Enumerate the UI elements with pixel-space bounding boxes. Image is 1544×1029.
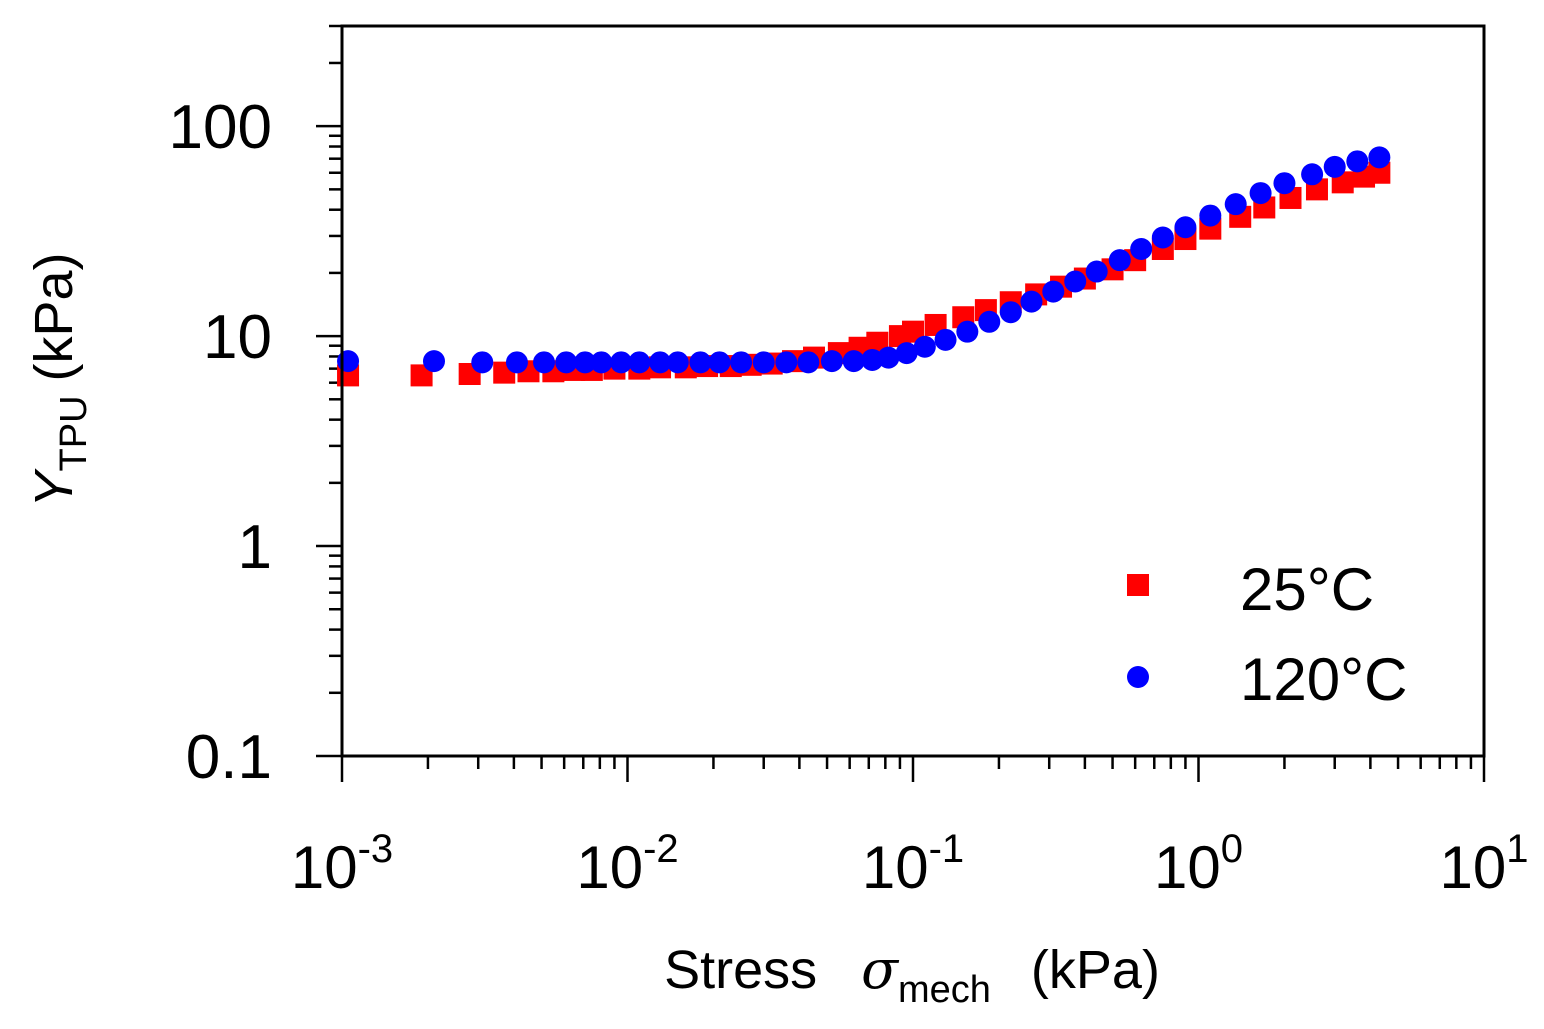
x-tick-label: 10-2 (576, 827, 678, 901)
x-axis-title-symbol: σ (861, 938, 900, 1001)
x-axis-title: Stress σmech (kPa) (664, 938, 1160, 1011)
point-120c (1042, 280, 1065, 303)
y-tick-label: 0.1 (186, 723, 272, 792)
point-120c (471, 351, 494, 374)
y-tick-label: 1 (238, 513, 272, 582)
point-120c (574, 351, 597, 374)
x-tick-label-base: 10 (1154, 834, 1221, 901)
y-axis-title-main: Y (24, 468, 84, 508)
y-axis-title: YTPU (kPa) (24, 252, 95, 507)
point-120c (555, 351, 578, 374)
x-tick-label-exponent: 1 (1506, 827, 1528, 871)
x-tick-label-base: 10 (1440, 834, 1507, 901)
x-tick-label-exponent: -2 (643, 827, 679, 871)
point-120c (1064, 270, 1087, 293)
point-120c (590, 351, 613, 374)
point-120c (1273, 172, 1296, 195)
point-120c (895, 342, 918, 365)
point-120c (842, 350, 865, 373)
point-25c (410, 364, 433, 387)
legend-label-25c: 25°C (1240, 556, 1374, 623)
point-120c (956, 320, 979, 343)
point-120c (1174, 216, 1197, 239)
point-120c (708, 351, 731, 374)
x-tick-label: 10-1 (862, 827, 964, 901)
plot-frame (340, 24, 1486, 758)
point-120c (1085, 260, 1108, 283)
point-120c (1346, 150, 1369, 173)
x-tick-label-base: 10 (862, 834, 929, 901)
x-tick-label-exponent: -1 (929, 827, 965, 871)
point-120c (505, 351, 528, 374)
legend-label-120c: 120°C (1240, 646, 1407, 713)
point-120c (1323, 155, 1346, 178)
point-120c (861, 348, 884, 371)
point-120c (1151, 226, 1174, 249)
x-tick-label: 10-3 (291, 827, 393, 901)
x-tick-label-base: 10 (576, 834, 643, 901)
point-120c (1224, 193, 1247, 216)
y-tick-label: 100 (169, 93, 272, 162)
x-axis-title-main: Stress (664, 940, 817, 1000)
point-120c (1249, 182, 1272, 205)
point-120c (934, 328, 957, 351)
point-120c (999, 301, 1022, 324)
point-120c (337, 350, 360, 373)
y-axis-title-unit: (kPa) (24, 252, 84, 381)
point-25c (1368, 161, 1391, 184)
x-tick-label: 101 (1440, 827, 1529, 901)
point-120c (666, 351, 689, 374)
point-120c (422, 350, 445, 373)
x-tick-label-base: 10 (291, 834, 358, 901)
x-tick-label: 100 (1154, 827, 1243, 901)
legend-marker-120c (1127, 666, 1149, 688)
point-120c (820, 350, 843, 373)
x-axis-title-unit: (kPa) (1031, 940, 1160, 1000)
point-120c (533, 351, 556, 374)
points-layer (337, 146, 1391, 387)
point-120c (1199, 204, 1222, 227)
legend: 25°C 120°C (1127, 556, 1407, 713)
point-120c (913, 335, 936, 358)
point-120c (797, 351, 820, 374)
legend-marker-25c (1127, 574, 1149, 596)
x-tick-label-exponent: 0 (1221, 827, 1243, 871)
x-tick-label-exponent: -3 (358, 827, 394, 871)
point-120c (752, 351, 775, 374)
point-120c (978, 310, 1001, 333)
x-axis-title-sub: mech (898, 969, 991, 1011)
y-tick-label: 10 (203, 303, 272, 372)
point-120c (1368, 146, 1391, 169)
point-120c (877, 346, 900, 369)
ticks-layer (316, 24, 1486, 782)
point-120c (1108, 249, 1131, 272)
point-120c (1020, 290, 1043, 313)
point-120c (649, 351, 672, 374)
point-25c (902, 320, 924, 343)
point-120c (628, 351, 651, 374)
point-120c (610, 351, 633, 374)
y-axis-title-sub: TPU (53, 395, 95, 471)
point-120c (1301, 163, 1324, 186)
point-120c (689, 351, 712, 374)
point-120c (730, 351, 753, 374)
point-120c (775, 351, 798, 374)
point-120c (1130, 237, 1153, 260)
